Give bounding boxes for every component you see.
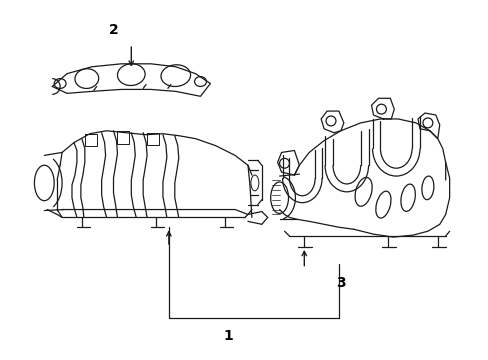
Text: 3: 3 — [335, 276, 345, 291]
Text: 1: 1 — [223, 329, 233, 343]
Text: 2: 2 — [108, 23, 118, 37]
